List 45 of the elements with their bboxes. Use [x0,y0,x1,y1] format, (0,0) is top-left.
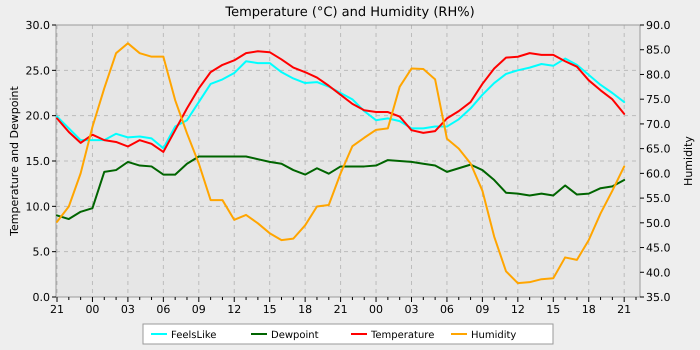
x-tick-label: 06 [156,303,170,316]
y2-tick-label: 35.0 [646,291,670,304]
y2-tick-label: 85.0 [646,44,670,57]
y2-tick-label: 40.0 [646,266,670,280]
x-tick-label: 03 [120,303,135,316]
y-axis-title: Temperature and Dewpoint [8,85,21,237]
x-tick-label: 09 [475,303,490,316]
chart-title: Temperature (°C) and Humidity (RH%) [224,5,475,20]
y2-tick-label: 45.0 [646,242,670,255]
line-series [56,155,626,220]
legend-label: Temperature [370,330,434,341]
x-tick-label: 00 [369,303,384,316]
x-tick-label: 15 [546,303,560,316]
y-tick-label: 20.0 [26,110,50,123]
y2-tick-label: 90.0 [646,19,670,32]
x-tick-label: 18 [298,303,312,316]
y2-tick-label: 75.0 [646,93,670,106]
legend-label: FeelsLike [171,330,216,341]
x-tick-label: 18 [582,303,596,316]
legend-label: Humidity [471,330,516,341]
y-tick-label: 0.0 [32,291,50,304]
y-tick-label: 10.0 [26,200,50,214]
x-tick-label: 09 [192,303,206,316]
x-tick-label: 21 [50,303,64,316]
x-tick-label: 06 [440,303,454,316]
y2-axis-title: Humidity [682,136,695,186]
x-tick-label: 15 [262,303,277,316]
x-tick-label: 21 [617,303,632,316]
y-tick-label: 30.0 [26,19,50,32]
x-tick-label: 12 [510,303,525,316]
y2-tick-label: 65.0 [646,142,670,156]
y-tick-label: 5.0 [32,246,50,259]
y2-tick-label: 50.0 [646,216,670,230]
x-tick-label: 03 [404,303,418,316]
y2-tick-label: 55.0 [646,192,670,206]
y2-tick-label: 70.0 [646,118,670,131]
y-tick-label: 15.0 [26,155,50,168]
x-tick-label: 21 [334,303,348,316]
x-tick-label: 12 [227,303,242,316]
y-tick-label: 25.0 [26,64,50,78]
line-series [56,42,626,284]
y2-tick-label: 80.0 [646,68,670,82]
x-tick-label: 00 [85,303,100,316]
y2-tick-label: 60.0 [646,167,670,180]
legend-label: Dewpoint [271,330,319,341]
